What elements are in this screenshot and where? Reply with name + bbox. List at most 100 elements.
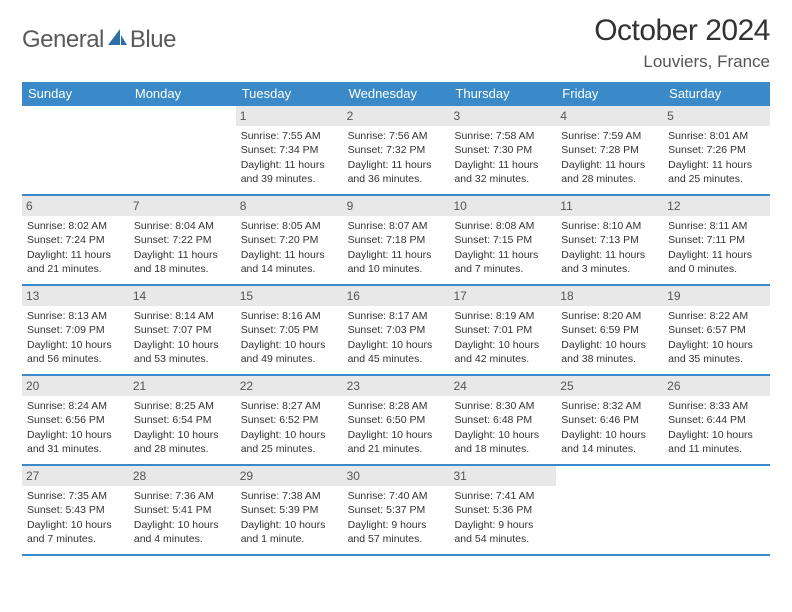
day-info-line: Daylight: 11 hours and 39 minutes. <box>241 158 339 186</box>
day-info-line: Daylight: 11 hours and 32 minutes. <box>454 158 552 186</box>
day-info-line: Daylight: 10 hours and 49 minutes. <box>241 338 339 366</box>
day-info-line: Sunrise: 8:13 AM <box>27 309 125 323</box>
day-info-line: Sunset: 7:24 PM <box>27 233 125 247</box>
day-info-line: Daylight: 10 hours and 25 minutes. <box>241 428 339 456</box>
day-info-line: Sunrise: 7:35 AM <box>27 489 125 503</box>
day-number: 25 <box>556 376 663 396</box>
day-info-line: Sunset: 6:44 PM <box>668 413 766 427</box>
day-info-line: Daylight: 10 hours and 45 minutes. <box>348 338 446 366</box>
week-row: 1Sunrise: 7:55 AMSunset: 7:34 PMDaylight… <box>22 106 770 196</box>
dow-cell: Thursday <box>449 82 556 106</box>
day-info-line: Sunset: 6:56 PM <box>27 413 125 427</box>
weeks-container: 1Sunrise: 7:55 AMSunset: 7:34 PMDaylight… <box>22 106 770 556</box>
day-info-line: Sunset: 7:26 PM <box>668 143 766 157</box>
title-block: October 2024 Louviers, France <box>594 14 770 72</box>
day-cell: 16Sunrise: 8:17 AMSunset: 7:03 PMDayligh… <box>343 286 450 374</box>
day-info-line: Sunset: 5:43 PM <box>27 503 125 517</box>
day-info-line: Sunset: 5:36 PM <box>454 503 552 517</box>
day-info-line: Daylight: 10 hours and 31 minutes. <box>27 428 125 456</box>
day-info-line: Sunset: 7:01 PM <box>454 323 552 337</box>
day-number: 29 <box>236 466 343 486</box>
logo: General Blue <box>22 14 176 54</box>
day-cell: 5 Sunrise: 8:01 AMSunset: 7:26 PMDaylight… <box>663 106 770 194</box>
day-cell: 21Sunrise: 8:25 AMSunset: 6:54 PMDayligh… <box>129 376 236 464</box>
day-number: 6 <box>22 196 129 216</box>
day-info-line: Sunrise: 8:07 AM <box>348 219 446 233</box>
day-cell <box>556 466 663 554</box>
day-info-line: Sunrise: 8:10 AM <box>561 219 659 233</box>
day-info-line: Sunset: 7:28 PM <box>561 143 659 157</box>
day-info-line: Daylight: 10 hours and 28 minutes. <box>134 428 232 456</box>
day-cell: 4Sunrise: 7:59 AMSunset: 7:28 PMDaylight… <box>556 106 663 194</box>
day-info-line: Sunset: 7:34 PM <box>241 143 339 157</box>
day-number: 26 <box>663 376 770 396</box>
day-info-line: Sunrise: 8:01 AM <box>668 129 766 143</box>
location: Louviers, France <box>594 52 770 72</box>
day-info-line: Sunset: 7:30 PM <box>454 143 552 157</box>
day-info-line: Sunrise: 8:28 AM <box>348 399 446 413</box>
day-info-line: Sunrise: 7:41 AM <box>454 489 552 503</box>
day-cell: 3 Sunrise: 7:58 AMSunset: 7:30 PMDaylight… <box>449 106 556 194</box>
day-cell: 7Sunrise: 8:04 AMSunset: 7:22 PMDaylight… <box>129 196 236 284</box>
day-cell: 18Sunrise: 8:20 AMSunset: 6:59 PMDayligh… <box>556 286 663 374</box>
day-info-line: Sunset: 5:37 PM <box>348 503 446 517</box>
day-number: 21 <box>129 376 236 396</box>
day-cell: 14Sunrise: 8:14 AMSunset: 7:07 PMDayligh… <box>129 286 236 374</box>
dow-cell: Sunday <box>22 82 129 106</box>
day-cell: 13Sunrise: 8:13 AMSunset: 7:09 PMDayligh… <box>22 286 129 374</box>
day-info-line: Sunset: 6:59 PM <box>561 323 659 337</box>
day-cell: 24Sunrise: 8:30 AMSunset: 6:48 PMDayligh… <box>449 376 556 464</box>
day-number: 15 <box>236 286 343 306</box>
day-info-line: Sunrise: 8:08 AM <box>454 219 552 233</box>
dow-cell: Wednesday <box>343 82 450 106</box>
day-info-line: Daylight: 10 hours and 38 minutes. <box>561 338 659 366</box>
day-info-line: Daylight: 11 hours and 0 minutes. <box>668 248 766 276</box>
day-cell: 25Sunrise: 8:32 AMSunset: 6:46 PMDayligh… <box>556 376 663 464</box>
calendar: SundayMondayTuesdayWednesdayThursdayFrid… <box>22 82 770 556</box>
day-info-line: Daylight: 11 hours and 14 minutes. <box>241 248 339 276</box>
day-number: 4 <box>556 106 663 126</box>
day-info-line: Sunset: 7:32 PM <box>348 143 446 157</box>
day-info-line: Sunrise: 7:38 AM <box>241 489 339 503</box>
day-info-line: Daylight: 11 hours and 25 minutes. <box>668 158 766 186</box>
day-number: 8 <box>236 196 343 216</box>
day-number: 24 <box>449 376 556 396</box>
day-number: 10 <box>449 196 556 216</box>
day-number: 1 <box>236 106 343 126</box>
day-info-line: Sunset: 6:46 PM <box>561 413 659 427</box>
day-info-line: Sunset: 6:48 PM <box>454 413 552 427</box>
day-cell: 17Sunrise: 8:19 AMSunset: 7:01 PMDayligh… <box>449 286 556 374</box>
day-info-line: Sunset: 6:50 PM <box>348 413 446 427</box>
day-info-line: Sunrise: 7:59 AM <box>561 129 659 143</box>
dow-cell: Saturday <box>663 82 770 106</box>
day-number: 23 <box>343 376 450 396</box>
day-info-line: Sunrise: 7:55 AM <box>241 129 339 143</box>
day-number: 16 <box>343 286 450 306</box>
day-info-line: Sunrise: 8:14 AM <box>134 309 232 323</box>
day-info-line: Sunset: 7:05 PM <box>241 323 339 337</box>
day-number: 22 <box>236 376 343 396</box>
day-info-line: Sunrise: 8:11 AM <box>668 219 766 233</box>
day-cell: 22Sunrise: 8:27 AMSunset: 6:52 PMDayligh… <box>236 376 343 464</box>
day-info-line: Sunrise: 8:19 AM <box>454 309 552 323</box>
day-of-week-row: SundayMondayTuesdayWednesdayThursdayFrid… <box>22 82 770 106</box>
logo-word-1: General <box>22 26 104 54</box>
day-number: 3 <box>449 106 556 126</box>
day-cell: 9Sunrise: 8:07 AMSunset: 7:18 PMDaylight… <box>343 196 450 284</box>
day-number: 2 <box>343 106 450 126</box>
day-info-line: Sunrise: 8:22 AM <box>668 309 766 323</box>
day-info-line: Sunset: 5:41 PM <box>134 503 232 517</box>
day-cell: 11Sunrise: 8:10 AMSunset: 7:13 PMDayligh… <box>556 196 663 284</box>
day-info-line: Daylight: 10 hours and 7 minutes. <box>27 518 125 546</box>
day-cell <box>129 106 236 194</box>
week-row: 27Sunrise: 7:35 AMSunset: 5:43 PMDayligh… <box>22 466 770 556</box>
day-number: 5 <box>663 106 770 126</box>
day-info-line: Daylight: 10 hours and 53 minutes. <box>134 338 232 366</box>
day-info-line: Sunset: 7:11 PM <box>668 233 766 247</box>
day-cell <box>22 106 129 194</box>
day-cell: 12Sunrise: 8:11 AMSunset: 7:11 PMDayligh… <box>663 196 770 284</box>
day-info-line: Sunrise: 7:58 AM <box>454 129 552 143</box>
calendar-page: General Blue October 2024 Louviers, Fran… <box>0 0 792 612</box>
day-cell: 29Sunrise: 7:38 AMSunset: 5:39 PMDayligh… <box>236 466 343 554</box>
sail-icon <box>106 27 128 54</box>
